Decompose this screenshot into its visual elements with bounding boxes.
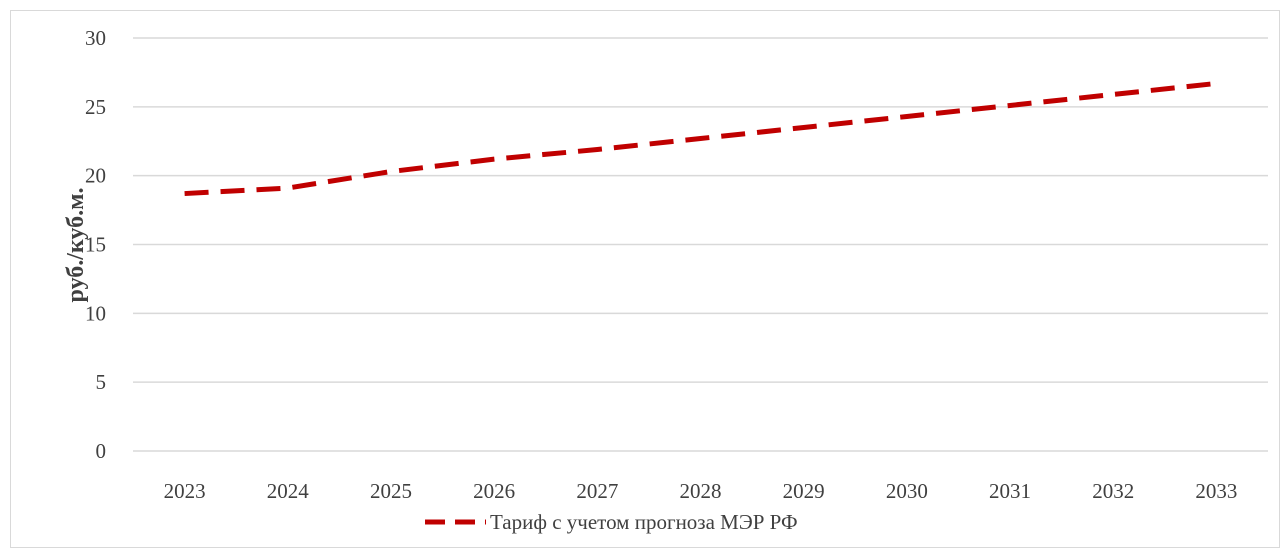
x-tick-label: 2023 bbox=[164, 479, 206, 503]
x-tick-label: 2029 bbox=[783, 479, 825, 503]
legend: Тариф с учетом прогноза МЭР РФ bbox=[425, 510, 798, 534]
y-tick-labels: 0 5 10 15 20 25 30 bbox=[85, 26, 106, 463]
y-tick-label: 20 bbox=[85, 164, 106, 188]
y-tick-label: 0 bbox=[96, 439, 107, 463]
chart-frame bbox=[10, 10, 1280, 548]
y-tick-label: 15 bbox=[85, 233, 106, 257]
y-tick-label: 5 bbox=[96, 370, 107, 394]
x-tick-label: 2024 bbox=[267, 479, 310, 503]
x-tick-label: 2027 bbox=[576, 479, 618, 503]
x-tick-label: 2031 bbox=[989, 479, 1031, 503]
series-layer bbox=[184, 80, 1217, 197]
x-tick-label: 2032 bbox=[1092, 479, 1134, 503]
x-tick-label: 2030 bbox=[886, 479, 928, 503]
legend-label: Тариф с учетом прогноза МЭР РФ bbox=[490, 510, 798, 534]
y-tick-label: 30 bbox=[85, 26, 106, 50]
x-tick-label: 2026 bbox=[473, 479, 515, 503]
x-tick-label: 2033 bbox=[1195, 479, 1237, 503]
y-tick-label: 25 bbox=[85, 95, 106, 119]
y-axis-title: руб./куб.м. bbox=[63, 188, 89, 303]
x-tick-label: 2028 bbox=[680, 479, 722, 503]
gridlines bbox=[133, 37, 1268, 452]
y-tick-label: 10 bbox=[85, 301, 106, 325]
x-tick-labels: 2023 2024 2025 2026 2027 2028 2029 2030 2031 2032… bbox=[164, 479, 1238, 503]
x-tick-label: 2025 bbox=[370, 479, 412, 503]
